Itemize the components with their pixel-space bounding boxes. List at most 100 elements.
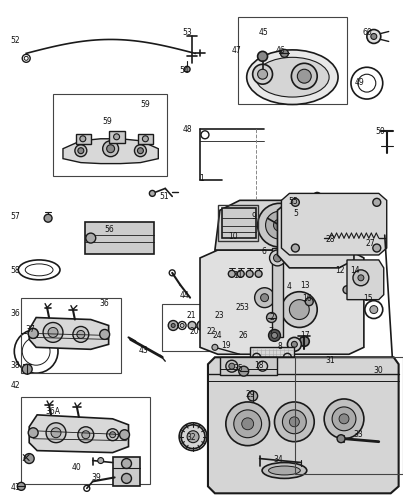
Bar: [21, 397, 150, 484]
Polygon shape: [278, 200, 354, 268]
Text: 29: 29: [246, 390, 255, 400]
Text: 47: 47: [232, 46, 242, 55]
Circle shape: [308, 222, 314, 228]
Text: 36: 36: [11, 309, 20, 318]
Circle shape: [17, 482, 25, 490]
Text: 35: 35: [234, 364, 244, 372]
Text: 52: 52: [11, 36, 20, 45]
Text: 58: 58: [11, 266, 20, 276]
Bar: [21, 298, 120, 373]
Text: 56: 56: [105, 224, 114, 234]
Circle shape: [232, 212, 252, 232]
Circle shape: [82, 430, 90, 438]
Polygon shape: [29, 415, 128, 453]
Circle shape: [181, 425, 205, 448]
Polygon shape: [347, 260, 384, 300]
Text: 12: 12: [335, 266, 345, 276]
Circle shape: [297, 70, 311, 83]
Text: 43: 43: [139, 346, 148, 355]
Circle shape: [271, 332, 278, 338]
Circle shape: [291, 244, 299, 252]
Text: 38: 38: [11, 360, 20, 370]
Text: 21: 21: [186, 311, 196, 320]
Circle shape: [137, 148, 143, 154]
Circle shape: [114, 134, 120, 140]
Circle shape: [241, 324, 245, 328]
Circle shape: [24, 454, 34, 464]
Text: 36: 36: [100, 299, 109, 308]
Text: 51: 51: [160, 192, 169, 201]
Circle shape: [237, 270, 244, 278]
Text: 57: 57: [11, 212, 20, 220]
Circle shape: [180, 324, 184, 328]
Text: 60: 60: [363, 28, 373, 37]
Circle shape: [289, 300, 309, 320]
Bar: [271, 248, 284, 338]
Polygon shape: [282, 194, 387, 255]
Text: 24: 24: [212, 331, 222, 340]
Circle shape: [306, 243, 316, 253]
Ellipse shape: [262, 462, 307, 478]
Circle shape: [77, 330, 85, 338]
Polygon shape: [208, 358, 399, 494]
Circle shape: [86, 233, 96, 243]
Circle shape: [289, 417, 299, 427]
Text: 11: 11: [233, 272, 242, 280]
Circle shape: [44, 214, 52, 222]
Text: 9: 9: [251, 212, 256, 220]
Circle shape: [200, 324, 204, 328]
Text: 31: 31: [325, 356, 335, 364]
Polygon shape: [200, 250, 364, 354]
Circle shape: [258, 52, 267, 62]
Circle shape: [122, 458, 131, 468]
Circle shape: [282, 410, 306, 434]
Circle shape: [28, 328, 38, 338]
Circle shape: [109, 432, 116, 438]
Text: 2: 2: [269, 313, 274, 322]
Circle shape: [291, 342, 297, 347]
Bar: [222, 208, 256, 238]
Text: 49: 49: [355, 78, 365, 86]
Text: 34: 34: [274, 455, 283, 464]
Circle shape: [228, 320, 238, 330]
Bar: [76, 134, 91, 143]
Circle shape: [78, 148, 84, 154]
Circle shape: [297, 212, 325, 239]
Text: 44: 44: [179, 291, 189, 300]
Text: 26: 26: [239, 331, 248, 340]
Text: 25: 25: [236, 303, 246, 312]
Text: 45: 45: [259, 28, 268, 37]
Text: 40: 40: [72, 463, 82, 472]
Circle shape: [274, 219, 285, 231]
Circle shape: [269, 250, 285, 266]
Text: 17: 17: [301, 331, 310, 340]
Circle shape: [107, 429, 119, 440]
Circle shape: [370, 306, 378, 314]
Ellipse shape: [256, 58, 329, 97]
Circle shape: [149, 190, 155, 196]
Text: 10: 10: [228, 232, 238, 240]
Text: 53: 53: [182, 28, 192, 37]
Circle shape: [337, 434, 345, 442]
Circle shape: [234, 410, 261, 438]
Text: 59: 59: [103, 118, 113, 126]
Bar: [113, 456, 141, 486]
Circle shape: [103, 141, 119, 156]
Text: 33: 33: [353, 430, 363, 439]
Circle shape: [248, 391, 258, 401]
Circle shape: [280, 50, 288, 58]
Bar: [295, 358, 403, 474]
Circle shape: [242, 418, 254, 430]
Circle shape: [258, 204, 301, 247]
Circle shape: [143, 136, 148, 141]
Circle shape: [22, 364, 32, 374]
Circle shape: [274, 402, 314, 442]
Circle shape: [371, 34, 377, 40]
Circle shape: [261, 294, 269, 302]
Circle shape: [255, 270, 262, 278]
Bar: [162, 304, 254, 352]
Circle shape: [168, 320, 178, 330]
Circle shape: [228, 270, 235, 278]
Circle shape: [358, 275, 364, 281]
Text: 8: 8: [277, 342, 282, 351]
